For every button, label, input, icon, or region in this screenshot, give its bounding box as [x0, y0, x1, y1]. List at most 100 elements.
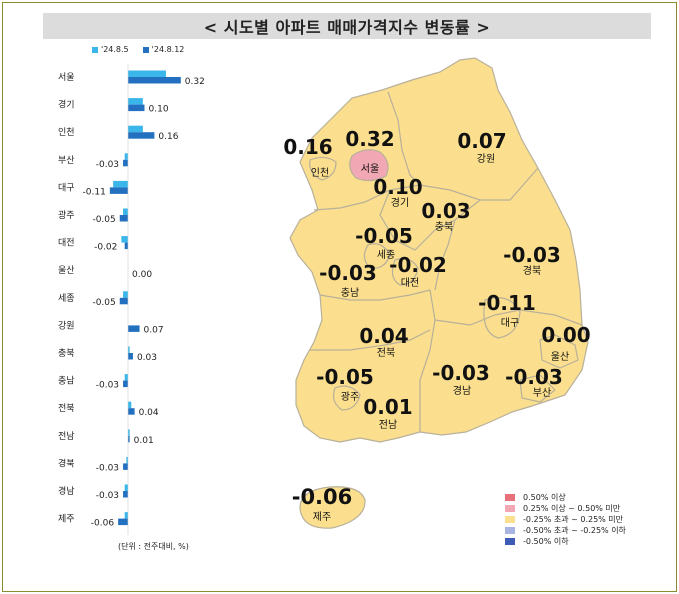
legend-item-prev: '24.8.5: [92, 45, 129, 54]
bar-chart: 서울 0.32 경기 0.10 인천 0.16 부산 -0.03 대구 -0.11 광주 -0.05 대…: [58, 64, 205, 535]
map-legend-item: 0.50% 이상: [505, 492, 626, 503]
legend-label-curr: '24.8.12: [151, 45, 185, 54]
map-legend-swatch: [505, 538, 515, 545]
bar-value-label: -0.03: [96, 463, 119, 473]
bar-prev: [128, 346, 130, 353]
map-region-label: 대전: [401, 277, 419, 289]
map-region-label: 광주: [341, 391, 359, 403]
border-ulsan: [539, 334, 579, 369]
legend-label-prev: '24.8.5: [101, 45, 129, 54]
border-busan: [519, 374, 556, 403]
map-value-label: -0.03: [503, 243, 561, 267]
map-seoul: [349, 149, 389, 182]
bar-category-label: 제주: [58, 514, 75, 525]
map-legend-swatch: [505, 527, 515, 534]
bar-category-label: 경남: [58, 485, 75, 497]
map-legend-item: 0.25% 이상 ~ 0.50% 미만: [505, 503, 626, 514]
map-legend-swatch: [505, 505, 515, 512]
map-value-label: 0.32: [345, 127, 394, 151]
bar-curr: [128, 77, 181, 84]
bar-curr: [128, 325, 140, 332]
bar-prev: [123, 291, 128, 298]
map-region-label: 울산: [551, 351, 569, 363]
map-value-label: -0.03: [432, 361, 490, 385]
map-value-label: -0.05: [355, 224, 413, 248]
bar-value-label: 0.16: [158, 132, 178, 142]
border-daegu: [483, 297, 521, 339]
bar-curr: [123, 159, 128, 167]
map-value-label: 0.07: [457, 129, 506, 153]
bar-value-label: 0.03: [137, 353, 157, 363]
bar-prev: [128, 401, 132, 409]
bar-value-label: 0.32: [185, 77, 205, 87]
bar-curr: [128, 353, 133, 360]
bar-curr: [128, 435, 130, 443]
map-value-label: -0.06: [292, 485, 353, 509]
legend-swatch-curr: [142, 46, 149, 53]
map-legend-item: -0.50% 초과 ~ -0.25% 이하: [505, 525, 626, 536]
map-value-label: 0.03: [421, 199, 470, 223]
bar-curr: [109, 187, 128, 194]
map-region-label: 전남: [379, 419, 397, 431]
map-region-label: 강원: [477, 153, 495, 165]
map-region-label: 전북: [377, 347, 395, 359]
border-gyeongbuk-gyeongnam: [434, 309, 583, 326]
bar-category-label: 세종: [58, 293, 75, 304]
bar-category-label: 강원: [58, 320, 75, 331]
map-region-label: 충남: [341, 287, 359, 299]
bar-prev: [128, 125, 143, 133]
bar-value-label: 0.00: [132, 270, 152, 280]
map-region-label: 경기: [391, 196, 409, 209]
border-gwangju: [332, 385, 361, 411]
map-legend-label: -0.25% 초과 ~ 0.25% 미만: [523, 515, 624, 524]
bar-curr: [119, 297, 128, 305]
bar-category-label: 부산: [58, 155, 75, 166]
bar-curr: [119, 215, 128, 222]
map-legend-label: -0.50% 초과 ~ -0.25% 이하: [523, 526, 626, 535]
chart-legend: '24.8.5 '24.8.12: [92, 45, 184, 54]
bar-prev: [126, 456, 128, 464]
map-value-label: 0.00: [541, 323, 590, 347]
bar-value-label: -0.02: [94, 243, 117, 253]
map-value-label: -0.03: [505, 365, 563, 389]
map-value-label: -0.05: [316, 365, 374, 389]
border-daejeon: [391, 258, 419, 286]
map-legend-item: -0.25% 초과 ~ 0.25% 미만: [505, 514, 626, 525]
bar-category-label: 전북: [58, 403, 75, 414]
legend-swatch-prev: [92, 46, 98, 53]
border-chungnam-south: [319, 289, 431, 301]
bar-value-label: 0.10: [149, 105, 169, 115]
bar-value-label: 0.01: [134, 436, 154, 446]
korea-map: 0.32서울0.16인천0.10경기0.07강원0.03충북-0.05세종-0.…: [283, 57, 591, 529]
map-region-label: 경북: [523, 264, 541, 277]
map-incheon: [309, 156, 337, 181]
border-gyeongnam: [419, 289, 436, 432]
bar-curr: [124, 242, 128, 250]
bar-curr: [128, 132, 155, 139]
bar-prev: [128, 98, 143, 105]
bar-category-label: 울산: [58, 265, 75, 276]
bar-value-label: -0.03: [96, 491, 119, 501]
bar-category-label: 경북: [58, 457, 75, 469]
map-value-label: 0.16: [283, 135, 332, 159]
border-sejong: [363, 243, 391, 269]
bar-curr: [123, 380, 128, 388]
map-value-label: 0.10: [373, 175, 422, 199]
bar-value-label: -0.03: [96, 381, 119, 391]
border-gyeonggi-south: [313, 184, 421, 211]
map-region-label: 대구: [501, 317, 519, 329]
bar-prev: [113, 180, 128, 188]
bar-prev: [121, 236, 128, 243]
bar-value-label: -0.11: [83, 187, 106, 197]
map-region-label: 부산: [533, 387, 551, 399]
map-region-label: 세종: [377, 249, 395, 261]
bar-curr: [128, 408, 135, 415]
map-region-label: 제주: [313, 511, 331, 523]
bar-value-label: -0.05: [92, 298, 115, 308]
map-region-label: 서울: [361, 163, 379, 175]
map-legend: 0.50% 이상 0.25% 이상 ~ 0.50% 미만 -0.25% 초과 ~ 0…: [505, 492, 626, 547]
map-legend-swatch: [505, 516, 515, 523]
bar-category-label: 인천: [58, 127, 75, 138]
map-legend-swatch: [505, 494, 515, 501]
bar-prev: [124, 484, 128, 491]
